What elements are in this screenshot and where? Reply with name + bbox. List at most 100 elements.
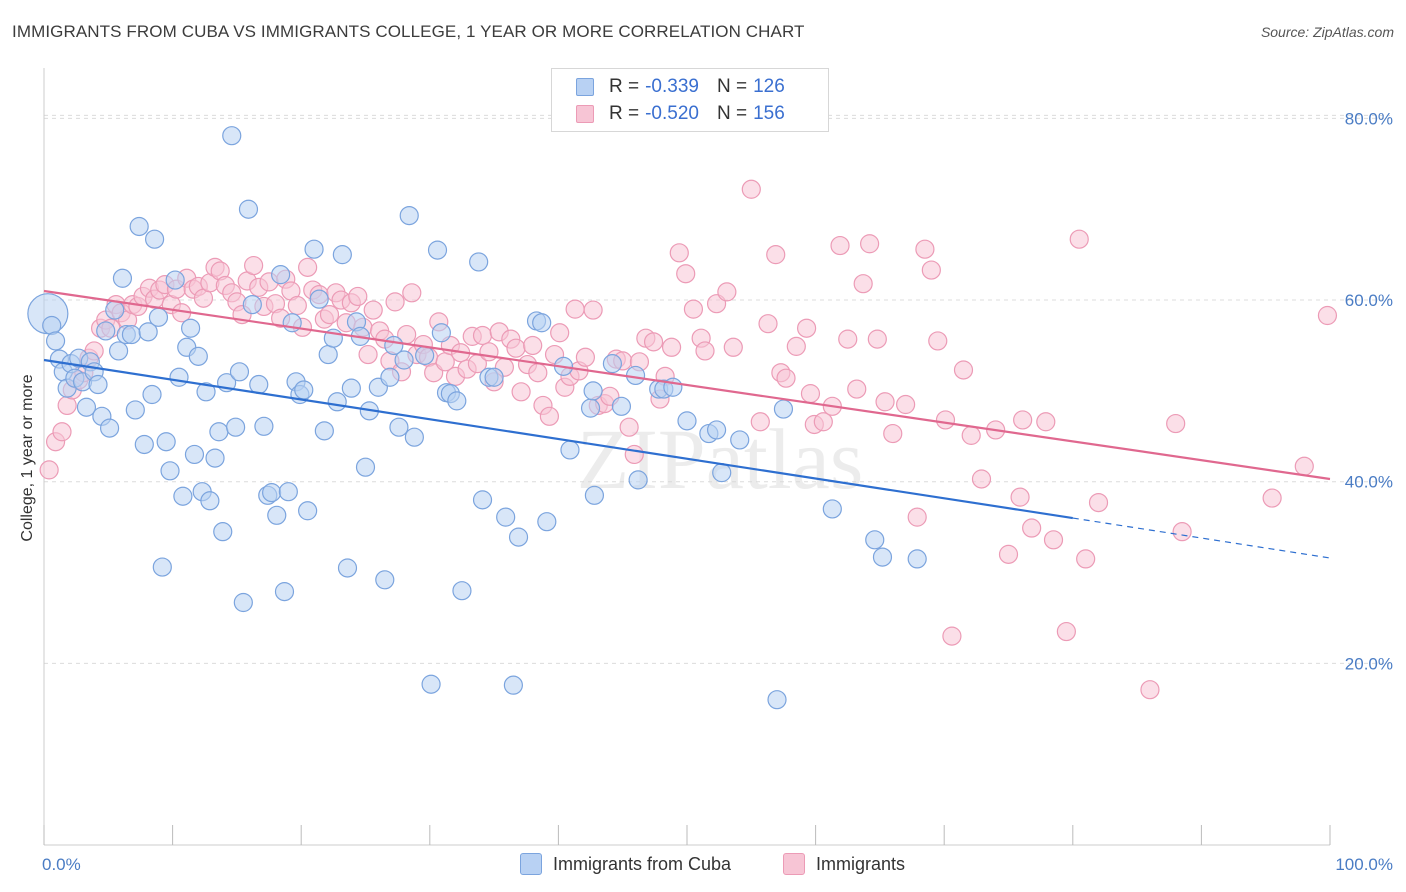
point-immigrants [717, 282, 737, 302]
point-cuba [337, 558, 358, 578]
point-immigrants [643, 332, 664, 352]
point-immigrants [287, 295, 307, 316]
legend-swatch-immigrants [576, 105, 594, 123]
point-cuba [332, 245, 352, 265]
point-cuba [706, 420, 727, 440]
point-immigrants [723, 337, 743, 357]
point-cuba [88, 374, 108, 395]
point-cuba [399, 205, 419, 226]
point-immigrants [915, 239, 935, 259]
point-immigrants [847, 379, 867, 399]
point-cuba [169, 367, 189, 387]
point-immigrants [867, 329, 887, 349]
point-cuba [611, 396, 632, 416]
y-tick-label: 20.0% [1345, 654, 1393, 673]
point-cuba [188, 346, 208, 366]
point-immigrants [39, 460, 59, 480]
point-immigrants [883, 423, 903, 444]
point-immigrants [1022, 518, 1042, 538]
point-cuba [314, 421, 334, 441]
point-cuba [148, 307, 169, 327]
bottom-legend-swatch-cuba [520, 853, 542, 875]
point-cuba [200, 491, 220, 511]
point-cuba [156, 432, 176, 452]
point-cuba [584, 485, 605, 505]
point-immigrants [750, 412, 770, 432]
point-immigrants [695, 341, 715, 361]
point-cuba [580, 398, 601, 418]
point-cuba [496, 507, 516, 527]
point-cuba [271, 265, 291, 285]
point-cuba [560, 440, 580, 460]
point-immigrants [319, 304, 340, 325]
point-immigrants [1317, 305, 1338, 326]
point-immigrants [358, 344, 378, 365]
point-immigrants [766, 245, 786, 265]
point-immigrants [669, 243, 689, 263]
point-cuba [229, 362, 250, 382]
point-cuba [226, 417, 246, 437]
point-immigrants [1294, 456, 1314, 476]
point-immigrants [52, 422, 72, 442]
point-immigrants [244, 255, 264, 276]
point-cuba [294, 380, 314, 400]
point-immigrants [479, 342, 499, 362]
point-cuba [173, 486, 193, 506]
point-immigrants [565, 299, 585, 319]
point-cuba [184, 444, 205, 465]
legend-n-value: 156 [753, 103, 785, 124]
point-cuba [249, 374, 269, 395]
point-immigrants [1043, 530, 1064, 550]
y-tick-label: 80.0% [1345, 109, 1393, 128]
point-cuba [865, 530, 885, 550]
chart-source: Source: ZipAtlas.com [1260, 24, 1394, 40]
point-immigrants [776, 368, 796, 388]
point-cuba [712, 463, 732, 483]
point-cuba [532, 313, 552, 333]
point-immigrants [1036, 412, 1056, 432]
point-immigrants [1069, 229, 1089, 249]
point-cuba [431, 323, 451, 343]
point-cuba [112, 268, 133, 288]
point-cuba [907, 549, 927, 569]
point-cuba [773, 399, 794, 419]
point-cuba [142, 384, 162, 405]
point-immigrants [953, 360, 974, 380]
point-cuba [472, 490, 493, 510]
point-immigrants [1140, 680, 1160, 700]
point-cuba [152, 557, 172, 577]
point-immigrants [813, 412, 833, 432]
point-immigrants [472, 325, 493, 346]
point-cuba [160, 461, 180, 481]
point-cuba [730, 430, 750, 450]
point-cuba [355, 457, 376, 477]
point-immigrants [942, 626, 962, 646]
point-cuba [209, 422, 229, 442]
point-immigrants [1172, 522, 1192, 542]
point-cuba [262, 483, 282, 503]
point-immigrants [539, 406, 559, 426]
point-cuba [484, 367, 504, 387]
point-cuba [677, 411, 697, 431]
point-cuba [394, 350, 414, 370]
point-immigrants [619, 417, 639, 437]
point-cuba [583, 381, 603, 401]
point-cuba [196, 382, 216, 402]
point-cuba [415, 345, 435, 366]
point-immigrants [583, 300, 603, 320]
trend-line [43, 358, 1073, 520]
point-cuba [138, 322, 158, 342]
point-immigrants [1010, 487, 1030, 507]
point-cuba [96, 321, 116, 341]
legend-r-value: -0.339 [645, 76, 699, 97]
point-cuba [452, 581, 472, 601]
point-immigrants [758, 314, 778, 334]
point-immigrants [506, 338, 526, 358]
point-cuba [222, 126, 242, 146]
point-immigrants [298, 257, 318, 277]
point-cuba [238, 199, 259, 219]
trend-line [43, 289, 1331, 481]
point-cuba [129, 216, 149, 237]
point-immigrants [676, 264, 696, 284]
